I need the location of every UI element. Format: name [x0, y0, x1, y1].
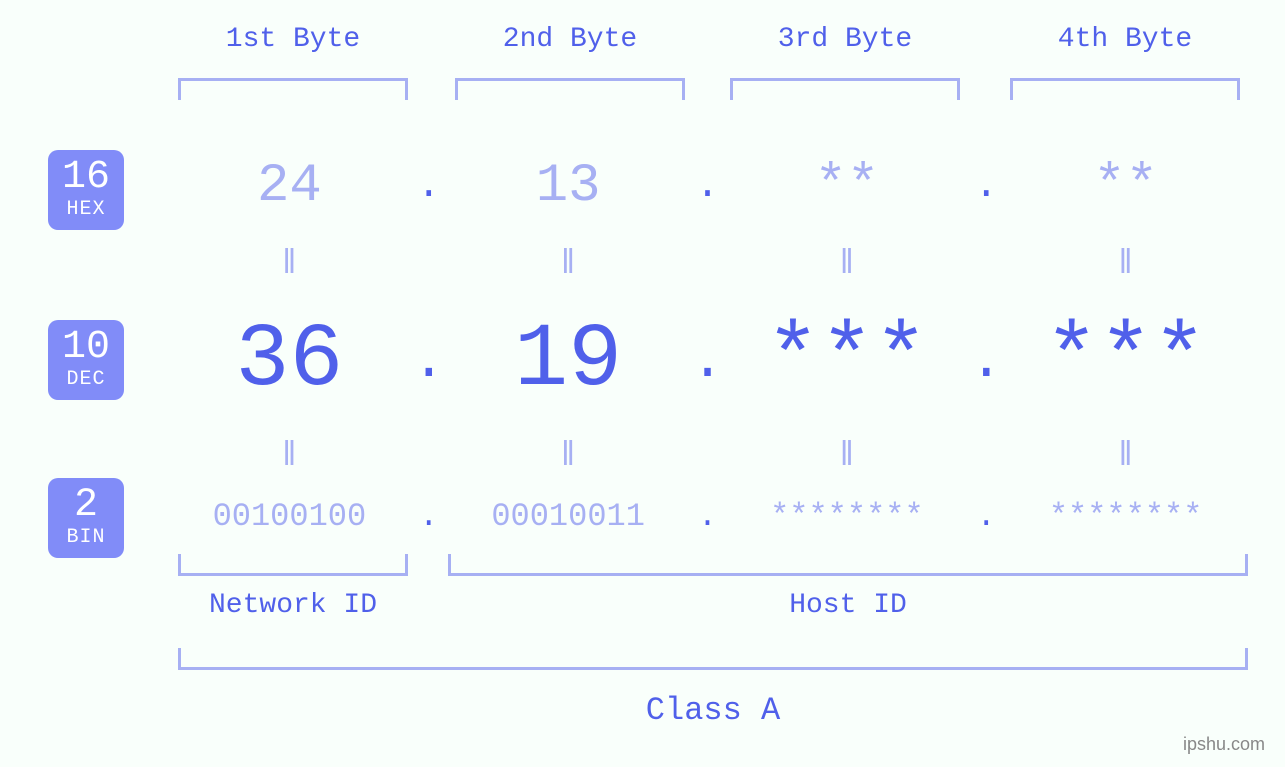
- row-dec: 36 . 19 . *** . ***: [170, 310, 1245, 412]
- byte-header-3: 3rd Byte: [730, 24, 960, 55]
- byte-header-2: 2nd Byte: [455, 24, 685, 55]
- label-class: Class A: [178, 692, 1248, 729]
- base-label-bin: BIN: [66, 528, 105, 548]
- bracket-class: [178, 648, 1248, 670]
- bracket-host-id: [448, 554, 1248, 576]
- dec-byte-1: 36: [170, 310, 409, 412]
- watermark: ipshu.com: [1183, 734, 1265, 755]
- dec-byte-3: ***: [728, 310, 967, 412]
- dot: .: [688, 498, 728, 535]
- dot: .: [409, 329, 449, 393]
- equals-row-2: ǁ . ǁ . ǁ . ǁ: [170, 438, 1245, 476]
- bracket-network-id: [178, 554, 408, 576]
- hex-byte-2: 13: [449, 156, 688, 217]
- dot: .: [966, 498, 1006, 535]
- base-num-hex: 16: [62, 158, 110, 198]
- base-badge-dec: 10 DEC: [48, 320, 124, 400]
- equals-glyph: ǁ: [728, 246, 967, 284]
- ip-diagram: 1st Byte 2nd Byte 3rd Byte 4th Byte 16 H…: [0, 0, 1285, 767]
- bin-byte-3: ********: [728, 498, 967, 535]
- dec-byte-2: 19: [449, 310, 688, 412]
- dot: .: [409, 498, 449, 535]
- base-num-bin: 2: [74, 486, 98, 526]
- base-num-dec: 10: [62, 328, 110, 368]
- bracket-byte-3: [730, 78, 960, 100]
- dec-byte-4: ***: [1006, 310, 1245, 412]
- dot: .: [688, 164, 728, 209]
- equals-glyph: ǁ: [449, 438, 688, 476]
- hex-byte-4: **: [1006, 156, 1245, 217]
- equals-glyph: ǁ: [1006, 438, 1245, 476]
- byte-header-4: 4th Byte: [1010, 24, 1240, 55]
- bracket-byte-2: [455, 78, 685, 100]
- base-badge-bin: 2 BIN: [48, 478, 124, 558]
- hex-byte-3: **: [728, 156, 967, 217]
- dot: .: [409, 164, 449, 209]
- hex-byte-1: 24: [170, 156, 409, 217]
- dot: .: [688, 329, 728, 393]
- equals-glyph: ǁ: [170, 438, 409, 476]
- bracket-byte-4: [1010, 78, 1240, 100]
- dot: .: [966, 164, 1006, 209]
- equals-glyph: ǁ: [1006, 246, 1245, 284]
- equals-row-1: ǁ . ǁ . ǁ . ǁ: [170, 246, 1245, 284]
- base-label-dec: DEC: [66, 370, 105, 390]
- bin-byte-1: 00100100: [170, 498, 409, 535]
- bin-byte-2: 00010011: [449, 498, 688, 535]
- row-hex: 24 . 13 . ** . **: [170, 156, 1245, 217]
- base-badge-hex: 16 HEX: [48, 150, 124, 230]
- bracket-byte-1: [178, 78, 408, 100]
- row-bin: 00100100 . 00010011 . ******** . *******…: [170, 498, 1245, 535]
- dot: .: [966, 329, 1006, 393]
- equals-glyph: ǁ: [728, 438, 967, 476]
- equals-glyph: ǁ: [170, 246, 409, 284]
- byte-header-1: 1st Byte: [178, 24, 408, 55]
- equals-glyph: ǁ: [449, 246, 688, 284]
- label-host-id: Host ID: [448, 590, 1248, 621]
- label-network-id: Network ID: [178, 590, 408, 621]
- base-label-hex: HEX: [66, 200, 105, 220]
- bin-byte-4: ********: [1006, 498, 1245, 535]
